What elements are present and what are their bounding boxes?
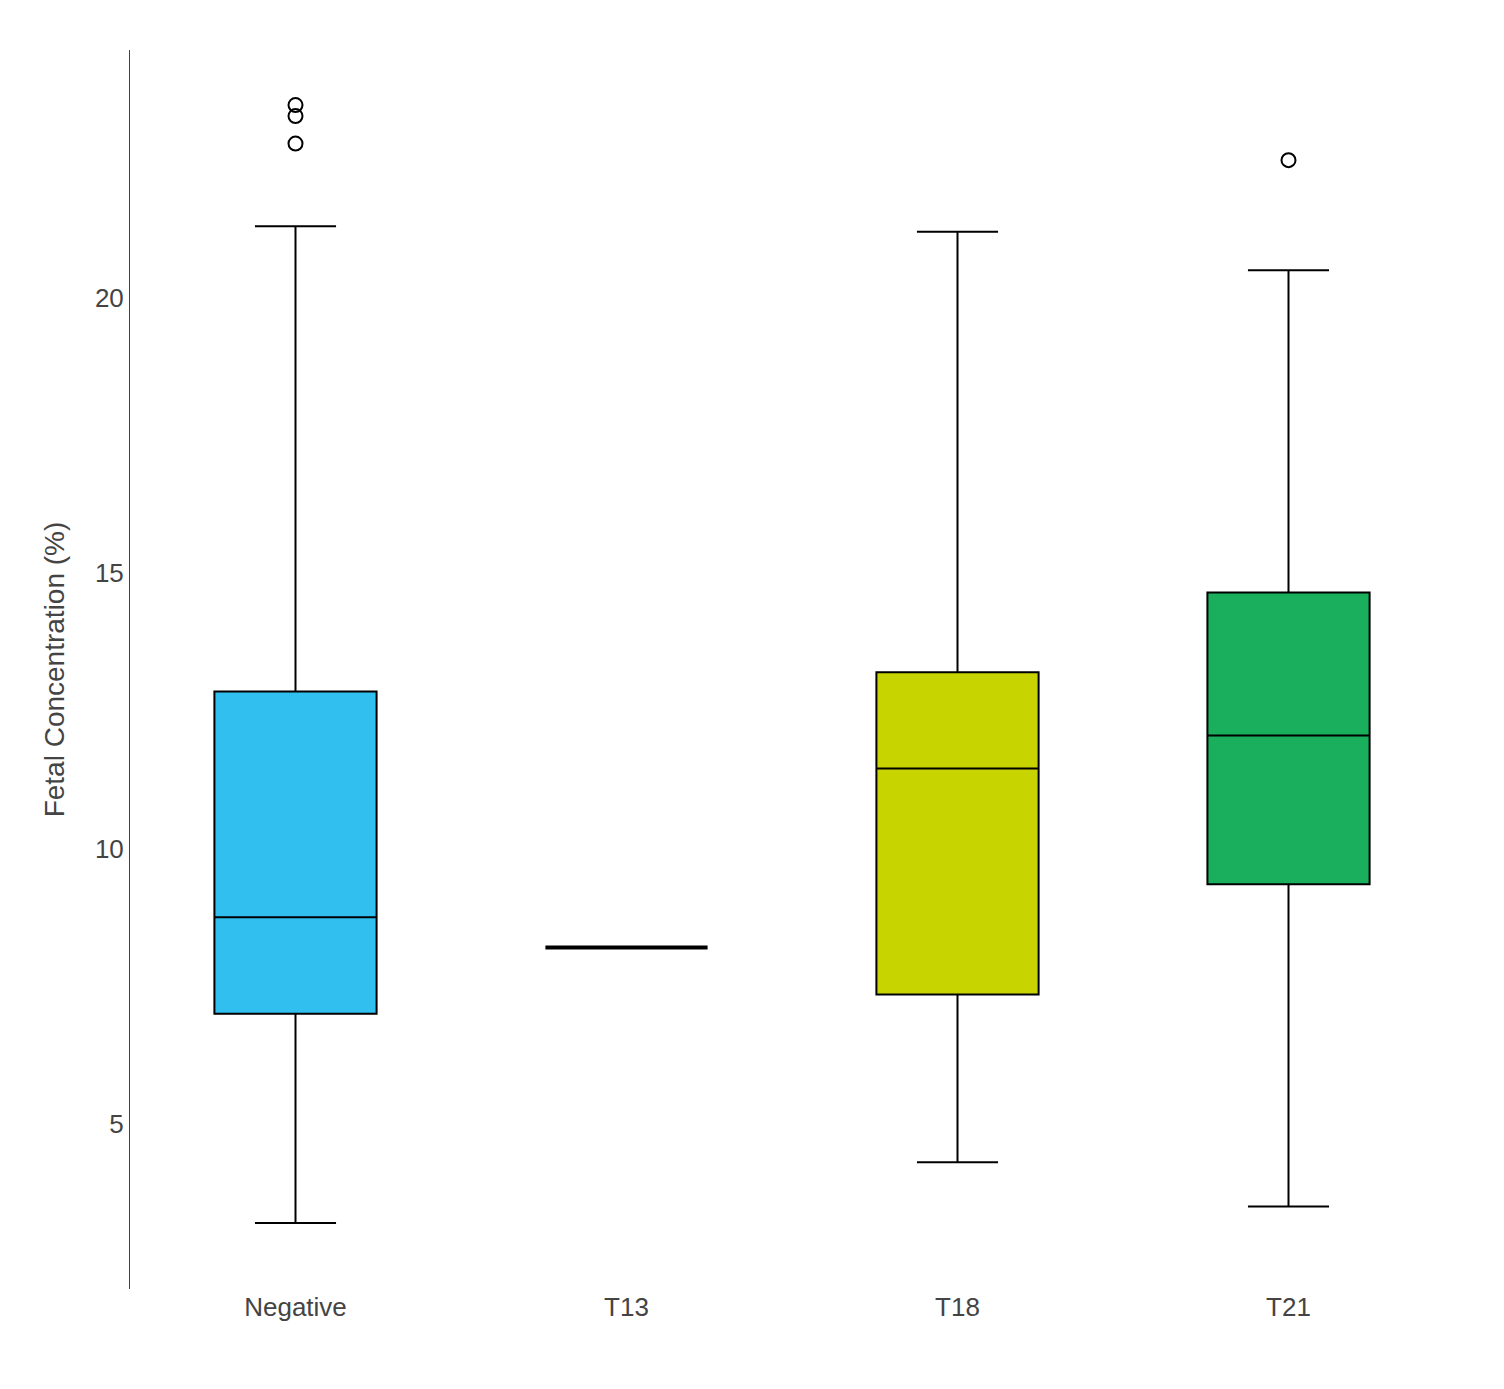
svg-text:Negative: Negative [244,1292,347,1322]
svg-text:T13: T13 [604,1292,649,1322]
svg-text:20: 20 [95,283,124,313]
svg-text:10: 10 [95,834,124,864]
svg-text:T21: T21 [1266,1292,1311,1322]
svg-text:T18: T18 [935,1292,980,1322]
svg-text:Fetal Concentration (%): Fetal Concentration (%) [39,522,70,818]
svg-text:15: 15 [95,558,124,588]
svg-text:5: 5 [109,1109,123,1139]
